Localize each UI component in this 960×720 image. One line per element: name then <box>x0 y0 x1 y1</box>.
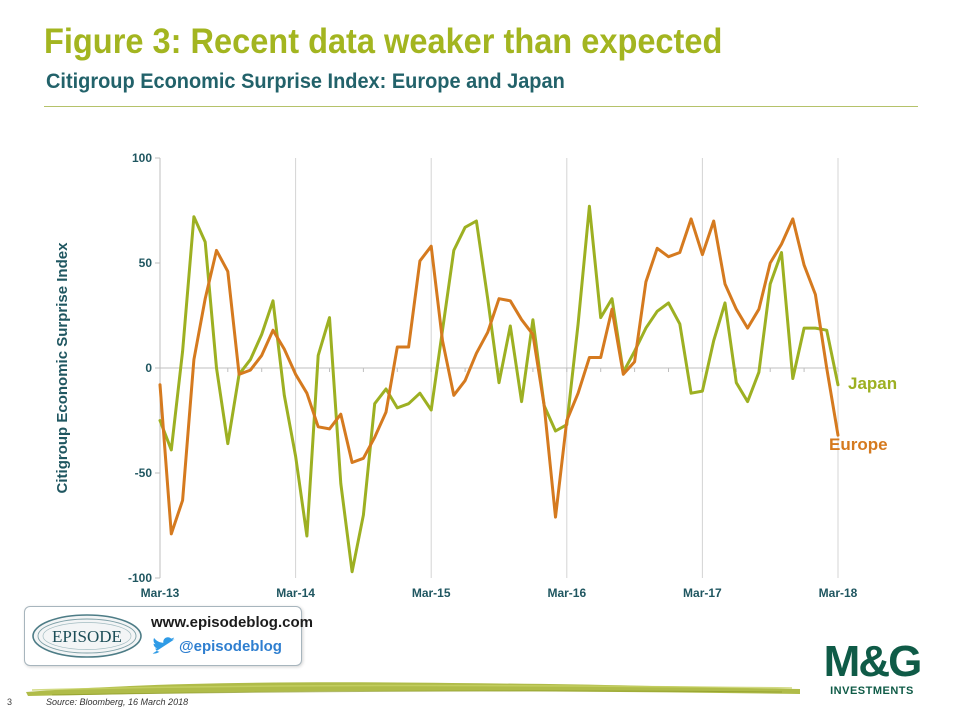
website-link[interactable]: www.episodeblog.com <box>151 614 313 631</box>
y-tick-label: -50 <box>135 466 153 480</box>
episode-logo-icon: EPISODE <box>32 614 142 658</box>
y-tick-label: 0 <box>145 361 152 375</box>
y-axis-title: Citigroup Economic Surprise Index <box>54 242 71 494</box>
title-divider <box>44 106 918 107</box>
twitter-handle[interactable]: @episodeblog <box>179 638 282 655</box>
x-tick-label: Mar-13 <box>141 586 180 600</box>
x-tick-label: Mar-16 <box>547 586 586 600</box>
series-line-europe <box>158 217 840 536</box>
y-tick-label: 50 <box>139 256 153 270</box>
y-tick-label: 100 <box>132 151 152 165</box>
mg-investments-logo: M&G INVESTMENTS <box>824 637 923 697</box>
decorative-brush-stroke <box>26 682 800 696</box>
x-tick-label: Mar-14 <box>276 586 315 600</box>
svg-text:EPISODE: EPISODE <box>52 627 122 646</box>
source-note: Source: Bloomberg, 16 March 2018 <box>46 697 189 707</box>
chart-title: Figure 3: Recent data weaker than expect… <box>44 22 723 61</box>
svg-text:M&G: M&G <box>824 637 921 686</box>
x-tick-label: Mar-17 <box>683 586 722 600</box>
svg-text:INVESTMENTS: INVESTMENTS <box>830 685 914 697</box>
series-label-japan: Japan <box>848 374 897 393</box>
twitter-bird-icon <box>152 637 175 654</box>
y-tick-label: -100 <box>128 571 152 585</box>
page-number: 3 <box>7 697 13 707</box>
x-tick-label: Mar-15 <box>412 586 451 600</box>
series-label-europe: Europe <box>829 435 888 454</box>
x-tick-label: Mar-18 <box>819 586 858 600</box>
series-line-japan <box>158 204 840 574</box>
episode-blog-panel: EPISODE www.episodeblog.com @episodeblog <box>24 606 313 666</box>
chart-subtitle: Citigroup Economic Surprise Index: Europ… <box>46 70 565 93</box>
